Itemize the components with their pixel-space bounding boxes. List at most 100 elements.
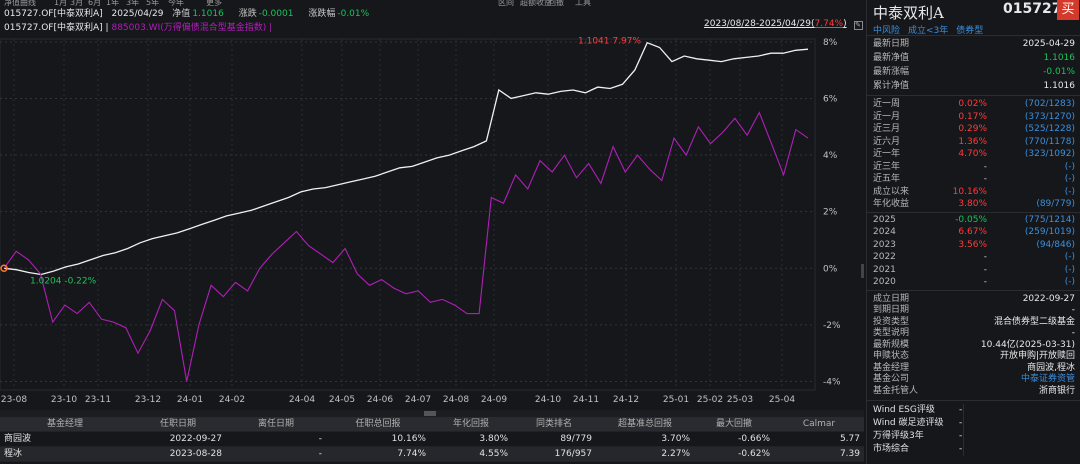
- table-row[interactable]: 程冰 2023-08-28 - 7.74% 4.55% 176/957 2.27% -0.62…: [0, 447, 864, 462]
- manager-table: 基金经理 任职日期 离任日期 任职总回报 年化回报 同类排名 超基准总回报 最大回撤 Calma…: [0, 417, 864, 462]
- toolbar-item[interactable]: 回撤: [548, 0, 564, 7]
- toolbar-item[interactable]: 5年: [146, 0, 160, 7]
- detail-row: 类型说明 -: [873, 327, 1075, 340]
- y-tick-label: 2%: [823, 208, 838, 218]
- pct-label: 涨跌幅: [308, 9, 336, 19]
- date-range-text: 2023/08/28-2025/04/29(: [704, 19, 815, 29]
- toolbar-item[interactable]: 1年: [106, 0, 120, 7]
- toolbar-item[interactable]: 净值曲线: [4, 0, 36, 7]
- row-label: 到期日期: [873, 305, 910, 315]
- chart-scrollbar[interactable]: [0, 410, 864, 417]
- perf-row: 近一年 4.70% (323/1092): [873, 148, 1075, 161]
- max-annotation: 1.1041 7.97%: [578, 37, 641, 47]
- row-rank[interactable]: (770/1178): [1024, 136, 1075, 147]
- row-value: 1.1016: [1043, 53, 1076, 63]
- row-label: 最新规模: [873, 339, 910, 350]
- row-rank[interactable]: (-): [1064, 264, 1075, 275]
- fund-tags: 中风险 成立<3年 债券型: [873, 23, 991, 36]
- row-rank[interactable]: (702/1283): [1024, 99, 1075, 109]
- row-rank[interactable]: (-): [1064, 277, 1075, 287]
- row-value: -: [983, 277, 987, 287]
- nav-chart[interactable]: 8% 6% 4% 2% 0% -2% -4% 23-08 23-10 23-11 23-12 24-0…: [0, 34, 864, 406]
- latest-row: 累计净值 1.1016: [873, 80, 1075, 93]
- row-label: 申赎状态: [873, 351, 910, 361]
- toolbar-item[interactable]: 更多: [206, 0, 222, 7]
- chart-side-handle[interactable]: [861, 264, 864, 278]
- fund-tag[interactable]: 债券型: [956, 26, 984, 36]
- row-rank[interactable]: (775/1214): [1024, 214, 1075, 225]
- row-label: 投资类型: [873, 316, 910, 327]
- row-rank[interactable]: (-): [1064, 186, 1075, 197]
- row-label: 近一周: [873, 99, 901, 109]
- legend-series-index[interactable]: 885003.WI(万得偏债混合型基金指数): [111, 23, 267, 33]
- row-rank[interactable]: (525/1228): [1024, 124, 1075, 134]
- fund-name: 中泰双利A: [873, 4, 944, 22]
- row-label: 最新日期: [873, 39, 910, 49]
- table-header-cell[interactable]: Calmar: [802, 419, 836, 429]
- row-label: 基金托管人: [873, 385, 919, 396]
- legend-separator: |: [105, 23, 109, 33]
- toolbar-item[interactable]: 3月: [70, 0, 84, 7]
- toolbar-item[interactable]: 工具: [575, 0, 591, 7]
- row-value: 10.16%: [952, 186, 987, 197]
- latest-row: 最新涨幅 -0.01%: [873, 66, 1075, 79]
- detail-row: 到期日期 -: [873, 304, 1075, 317]
- row-rank[interactable]: (259/1019): [1024, 227, 1075, 237]
- quote-info-row: 015727.OF[中泰双利A] 2025/04/29 净值 1.1016 涨跌 -…: [4, 6, 381, 19]
- date-range-pct: 7.74%: [814, 19, 844, 29]
- row-value: 1.1016: [1043, 81, 1076, 91]
- toolbar-item[interactable]: 3年: [126, 0, 140, 7]
- buy-button[interactable]: 买: [1057, 0, 1079, 20]
- toolbar-item[interactable]: 6月: [88, 0, 102, 7]
- toolbar-item[interactable]: 超额收益: [520, 0, 552, 7]
- table-header-cell[interactable]: 任职日期: [159, 419, 196, 429]
- x-tick-label: 24-12: [613, 395, 639, 405]
- row-value: 0.17%: [958, 111, 987, 122]
- pct-value: -0.01%: [337, 9, 370, 19]
- table-cell: 2022-09-27: [169, 434, 222, 444]
- table-header-cell[interactable]: 任职总回报: [355, 419, 401, 429]
- row-rank[interactable]: (89/779): [1036, 199, 1075, 209]
- change-value: -0.0001: [258, 9, 294, 19]
- toolbar-item[interactable]: 今年: [168, 0, 184, 7]
- table-cell: 7.74%: [397, 449, 426, 459]
- row-rank[interactable]: (373/1270): [1024, 111, 1075, 122]
- table-header-cell[interactable]: 年化回报: [452, 419, 489, 429]
- row-rank[interactable]: (323/1092): [1024, 149, 1075, 159]
- rating-value: -: [959, 405, 963, 415]
- toolbar-item[interactable]: 区间: [498, 0, 514, 7]
- row-value: -0.01%: [1043, 67, 1075, 77]
- row-label: 成立以来: [873, 186, 910, 197]
- row-label: 最新涨幅: [873, 67, 910, 77]
- row-value: -: [983, 264, 987, 275]
- table-header-cell[interactable]: 离任日期: [257, 419, 294, 429]
- row-rank[interactable]: (-): [1064, 252, 1075, 262]
- date-range-display[interactable]: 2023/08/28-2025/04/29(7.74%) ✎ ✕: [704, 19, 879, 30]
- row-rank[interactable]: (-): [1064, 174, 1075, 184]
- x-tick-label: 24-02: [219, 395, 245, 405]
- fund-tag[interactable]: 成立<3年: [908, 26, 949, 36]
- toolbar-item[interactable]: 1月: [54, 0, 68, 7]
- rating-row: 市场综合 -: [873, 443, 1075, 456]
- table-row[interactable]: 商园波 2022-09-27 - 10.16% 3.80% 89/779 3.70% -0.6…: [0, 432, 864, 447]
- row-value: -: [1071, 305, 1075, 315]
- divider: [963, 404, 964, 456]
- year-row: 2021 - (-): [873, 264, 1075, 277]
- table-cell: 商园波: [4, 434, 32, 444]
- table-header-cell[interactable]: 最大回撤: [715, 419, 752, 429]
- row-rank[interactable]: (94/846): [1036, 239, 1075, 250]
- table-header-cell[interactable]: 超基准总回报: [617, 419, 672, 429]
- scroll-thumb[interactable]: [424, 411, 436, 416]
- legend-series-fund[interactable]: 015727.OF[中泰双利A]: [4, 23, 103, 33]
- row-rank[interactable]: (-): [1064, 161, 1075, 172]
- perf-row: 近五年 - (-): [873, 173, 1075, 186]
- table-cell: 3.70%: [661, 434, 690, 444]
- divider: [867, 211, 1080, 213]
- table-header-cell[interactable]: 同类排名: [535, 419, 572, 429]
- edit-icon[interactable]: ✎: [853, 21, 863, 30]
- table-header-cell[interactable]: 基金经理: [46, 419, 83, 429]
- x-tick-label: 23-11: [85, 395, 111, 405]
- fund-tag[interactable]: 中风险: [873, 26, 901, 36]
- y-tick-label: 8%: [823, 38, 838, 48]
- x-tick-label: 25-04: [769, 395, 795, 405]
